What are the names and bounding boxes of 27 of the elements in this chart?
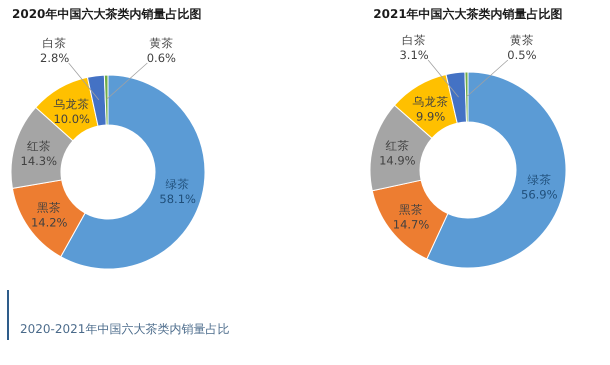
slice-label: 乌龙茶 xyxy=(54,96,90,111)
slice-label: 绿茶 xyxy=(527,172,552,187)
data-label: 9.9% xyxy=(416,109,446,124)
data-label: 2.8% xyxy=(40,51,70,65)
chart-title: 2020年中国六大茶类内销量占比图 xyxy=(12,7,202,21)
slice-label: 黄茶 xyxy=(149,36,174,50)
slice-label: 黑茶 xyxy=(399,202,424,217)
data-label: 14.7% xyxy=(392,218,430,232)
data-label: 14.2% xyxy=(30,216,68,230)
slice-label: 黄茶 xyxy=(510,33,534,47)
data-label: 0.6% xyxy=(146,51,176,65)
slice-label: 红茶 xyxy=(26,139,51,154)
slice-label: 红茶 xyxy=(385,138,410,153)
data-label: 10.0% xyxy=(53,112,90,126)
text: 2020-2021年中国六大茶类内销量占比 xyxy=(20,322,230,336)
data-label: 3.1% xyxy=(399,48,429,62)
data-label: 56.9% xyxy=(521,188,558,202)
slice-label: 乌龙茶 xyxy=(412,94,449,108)
data-label: 14.9% xyxy=(379,154,416,168)
data-label: 14.3% xyxy=(20,154,58,168)
slice-label: 白茶 xyxy=(402,33,426,47)
data-label: 58.1% xyxy=(159,192,196,206)
slice-label: 黑茶 xyxy=(37,200,62,215)
slice-label: 白茶 xyxy=(42,36,67,50)
data-label: 0.5% xyxy=(507,48,537,62)
slice-label: 绿茶 xyxy=(166,177,190,192)
chart-title: 2021年中国六大茶类内销量占比图 xyxy=(373,7,563,21)
